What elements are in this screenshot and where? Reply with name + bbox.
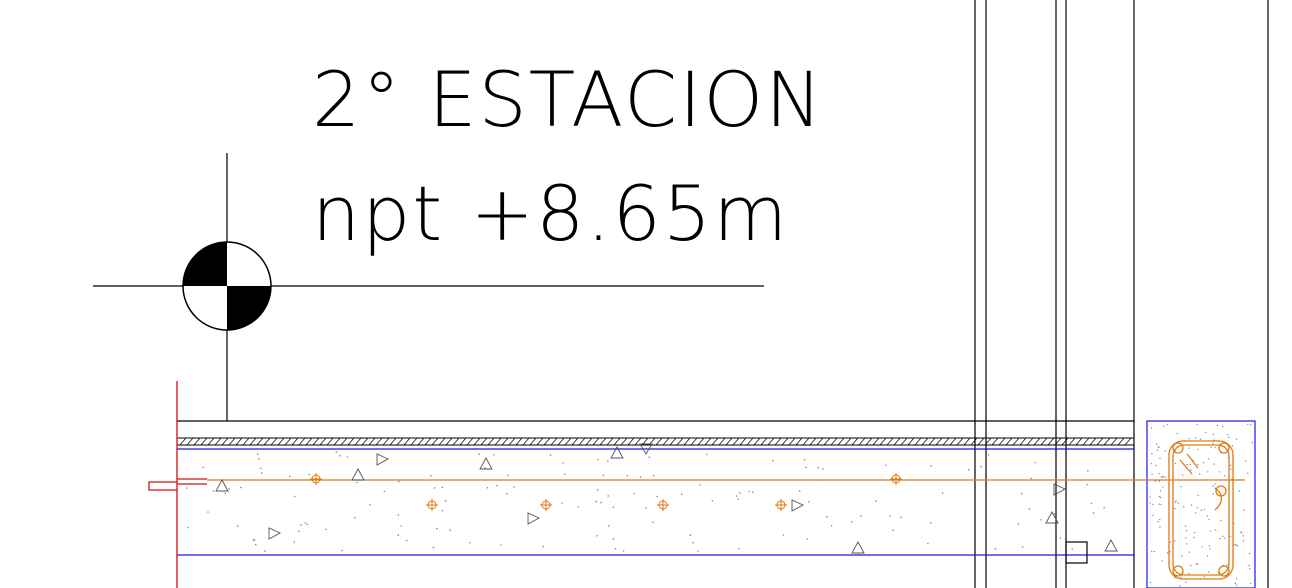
anchor-plate [1065, 541, 1088, 564]
level-datum-icon [93, 153, 764, 421]
rebar-marks [310, 473, 902, 511]
section-cut-line [148, 381, 207, 588]
slab-finish-layer [177, 420, 1134, 446]
aggregate-triangles [215, 443, 1118, 554]
level-annotation: npt +8.65m [312, 169, 790, 258]
aggregate-dots [185, 423, 1253, 587]
slab-concrete-outline [177, 420, 1256, 588]
column-stirrup [1168, 440, 1234, 580]
drawing-title: 2° ESTACION [312, 55, 825, 144]
column-lines [974, 0, 1269, 588]
